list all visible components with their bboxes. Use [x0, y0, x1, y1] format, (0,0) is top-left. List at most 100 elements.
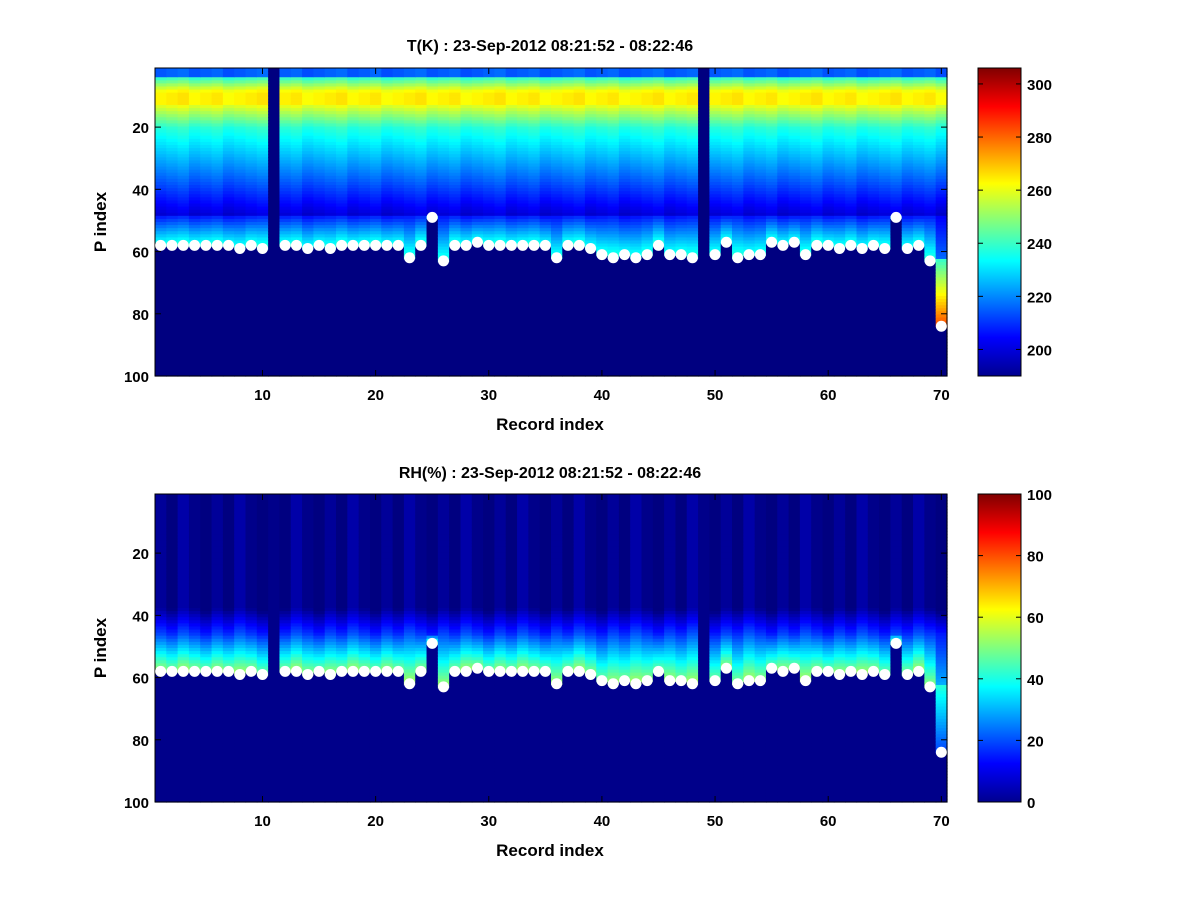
- heatmap-cell: [403, 262, 416, 266]
- heatmap-cell: [347, 363, 360, 368]
- heatmap-cell: [403, 175, 416, 180]
- heatmap-cell: [200, 151, 213, 155]
- heatmap-cell: [279, 191, 292, 195]
- heatmap-cell: [290, 265, 303, 269]
- heatmap-cell: [369, 283, 382, 288]
- heatmap-cell: [211, 95, 224, 100]
- heatmap-cell: [415, 200, 428, 205]
- heatmap-cell: [381, 268, 394, 272]
- heatmap-cell: [313, 71, 326, 75]
- heatmap-cell: [166, 265, 179, 269]
- heatmap-cell: [279, 71, 292, 75]
- heatmap-cell: [234, 71, 247, 75]
- heatmap-cell: [369, 215, 382, 220]
- heatmap-cell: [415, 212, 428, 217]
- heatmap-cell: [369, 83, 382, 88]
- heatmap-cell: [256, 215, 269, 220]
- heatmap-cell: [177, 265, 190, 269]
- heatmap-cell: [256, 255, 269, 260]
- heatmap-cell: [347, 320, 360, 325]
- heatmap-cell: [381, 178, 394, 183]
- heatmap-cell: [188, 314, 201, 319]
- heatmap-cell: [279, 160, 292, 165]
- heatmap-cell: [403, 117, 416, 121]
- heatmap-cell: [155, 191, 167, 195]
- heatmap-cell: [290, 231, 303, 235]
- heatmap-cell: [347, 163, 360, 168]
- heatmap-cell: [392, 228, 405, 232]
- heatmap-cell: [200, 332, 213, 337]
- heatmap-cell: [222, 114, 235, 118]
- heatmap-cell: [324, 151, 337, 155]
- heatmap-cell: [415, 191, 428, 195]
- heatmap-cell: [336, 342, 348, 346]
- heatmap-cell: [166, 228, 179, 232]
- heatmap-cell: [245, 138, 258, 143]
- heatmap-cell: [358, 86, 371, 91]
- heatmap-cell: [369, 274, 382, 279]
- heatmap-cell: [234, 151, 247, 155]
- heatmap-cell: [234, 345, 247, 349]
- heatmap-cell: [369, 92, 382, 97]
- heatmap-cell: [392, 212, 405, 217]
- heatmap-cell: [324, 231, 337, 235]
- heatmap-cell: [256, 222, 269, 226]
- heatmap-cell: [211, 366, 224, 371]
- heatmap-cell: [313, 299, 326, 303]
- heatmap-cell: [324, 86, 337, 91]
- heatmap-cell: [200, 366, 213, 371]
- heatmap-cell: [155, 295, 167, 300]
- heatmap-cell: [234, 332, 247, 337]
- heatmap-cell: [200, 89, 213, 94]
- heatmap-cell: [369, 117, 382, 121]
- heatmap-cell: [381, 135, 394, 140]
- heatmap-cell: [211, 101, 224, 106]
- heatmap-cell: [245, 274, 258, 279]
- heatmap-cell: [403, 138, 416, 143]
- heatmap-cell: [268, 83, 281, 88]
- heatmap-cell: [290, 114, 303, 118]
- heatmap-cell: [347, 292, 360, 297]
- heatmap-cell: [177, 138, 190, 143]
- heatmap-cell: [279, 101, 292, 106]
- heatmap-cell: [381, 166, 394, 171]
- heatmap-cell: [392, 135, 405, 140]
- heatmap-cell: [166, 351, 179, 356]
- heatmap-cell: [200, 80, 213, 84]
- heatmap-cell: [415, 123, 428, 128]
- heatmap-cell: [268, 206, 281, 211]
- heatmap-cell: [166, 157, 179, 161]
- heatmap-cell: [369, 299, 382, 303]
- heatmap-cell: [392, 129, 405, 134]
- heatmap-cell: [245, 181, 258, 186]
- heatmap-cell: [200, 92, 213, 97]
- heatmap-cell: [336, 74, 348, 78]
- heatmap-cell: [177, 320, 190, 325]
- heatmap-cell: [268, 120, 281, 125]
- heatmap-cell: [211, 326, 224, 331]
- heatmap-cell: [302, 360, 314, 365]
- heatmap-cell: [188, 348, 201, 352]
- heatmap-cell: [358, 181, 371, 186]
- heatmap-cell: [369, 326, 382, 331]
- heatmap-cell: [256, 326, 269, 331]
- heatmap-cell: [302, 283, 314, 288]
- heatmap-cell: [188, 372, 201, 377]
- heatmap-cell: [392, 169, 405, 174]
- heatmap-cell: [177, 299, 190, 303]
- heatmap-cell: [211, 277, 224, 282]
- heatmap-cell: [381, 145, 394, 149]
- heatmap-cell: [302, 191, 314, 195]
- heatmap-cell: [415, 148, 428, 152]
- heatmap-cell: [188, 363, 201, 368]
- heatmap-cell: [279, 268, 292, 272]
- heatmap-cell: [336, 114, 348, 118]
- heatmap-cell: [358, 104, 371, 109]
- heatmap-cell: [200, 104, 213, 109]
- heatmap-cell: [155, 283, 167, 288]
- heatmap-cell: [166, 138, 179, 143]
- heatmap-cell: [166, 114, 179, 118]
- heatmap-cell: [155, 129, 167, 134]
- heatmap-cell: [392, 80, 405, 84]
- heatmap-cell: [256, 305, 269, 309]
